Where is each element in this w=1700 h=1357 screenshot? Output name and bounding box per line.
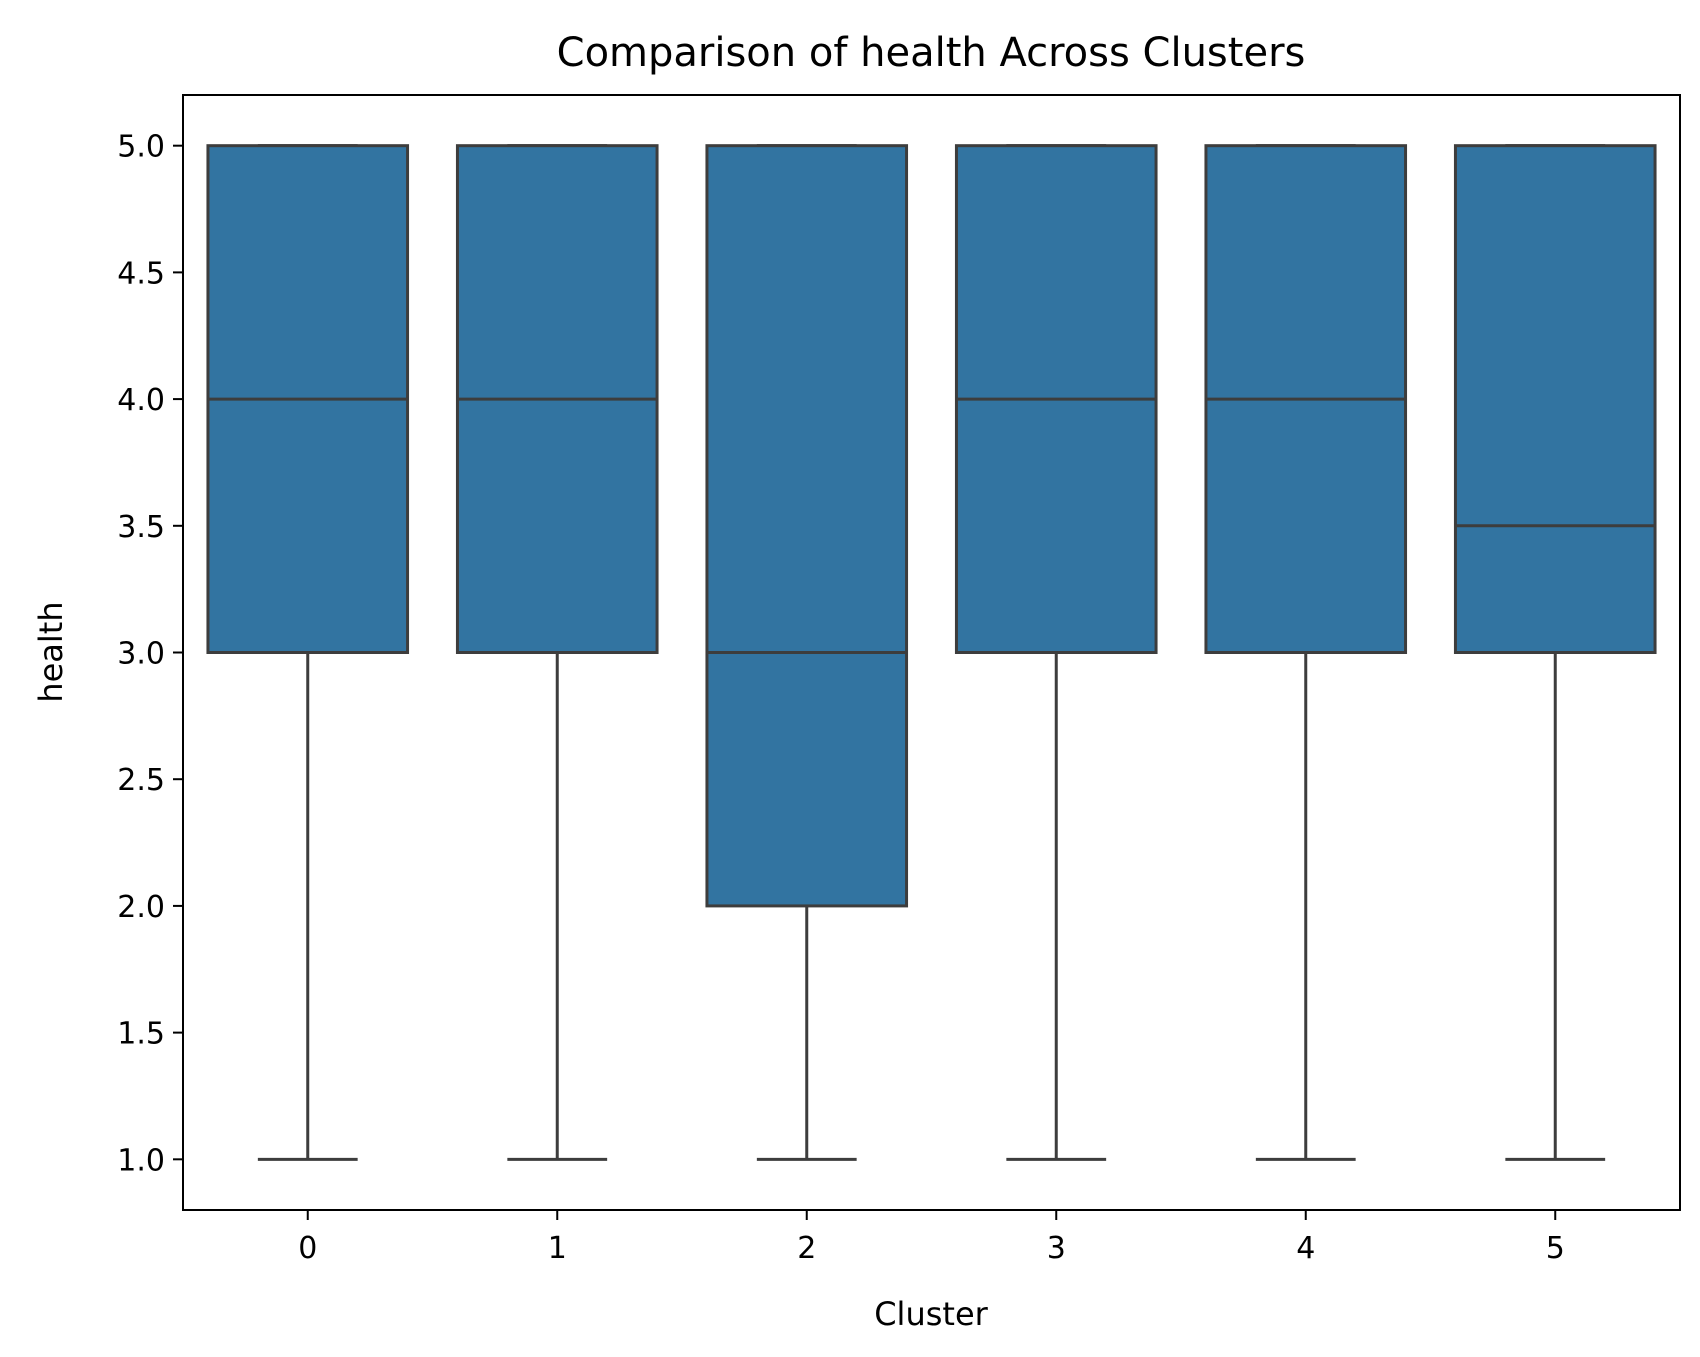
box-group-cluster-5 — [1453, 144, 1657, 1161]
y-tick-label: 5.0 — [117, 130, 165, 165]
x-tick-label: 4 — [1296, 1231, 1315, 1266]
box-group-cluster-1 — [455, 144, 659, 1161]
iqr-box — [1453, 144, 1657, 654]
box-group-cluster-4 — [1204, 144, 1408, 1161]
y-tick-label: 3.5 — [117, 510, 165, 545]
y-axis-label: health — [32, 601, 70, 702]
y-tick-label: 2.5 — [117, 763, 165, 798]
box-group-cluster-2 — [705, 144, 909, 1161]
x-tick-label: 5 — [1546, 1231, 1565, 1266]
x-tick-label: 0 — [298, 1231, 317, 1266]
plot-area — [206, 144, 1657, 1161]
y-tick-label: 4.5 — [117, 256, 165, 291]
y-tick-label: 2.0 — [117, 890, 165, 925]
y-tick-label: 4.0 — [117, 383, 165, 418]
chart-title: Comparison of health Across Clusters — [557, 30, 1306, 76]
box-group-cluster-0 — [206, 144, 410, 1161]
y-tick-label: 3.0 — [117, 637, 165, 672]
x-tick-label: 2 — [797, 1231, 816, 1266]
y-tick-label: 1.5 — [117, 1017, 165, 1052]
x-tick-label: 1 — [548, 1231, 567, 1266]
y-tick-label: 1.0 — [117, 1143, 165, 1178]
axis-ticks: 1.0 1.5 2.0 2.5 3.0 3.5 4.0 4.5 5.0 0 1 2 3 4 5 — [117, 130, 1565, 1266]
iqr-box — [705, 144, 909, 908]
box-group-cluster-3 — [954, 144, 1158, 1161]
x-tick-label: 3 — [1047, 1231, 1066, 1266]
x-axis-label: Cluster — [874, 1295, 988, 1333]
